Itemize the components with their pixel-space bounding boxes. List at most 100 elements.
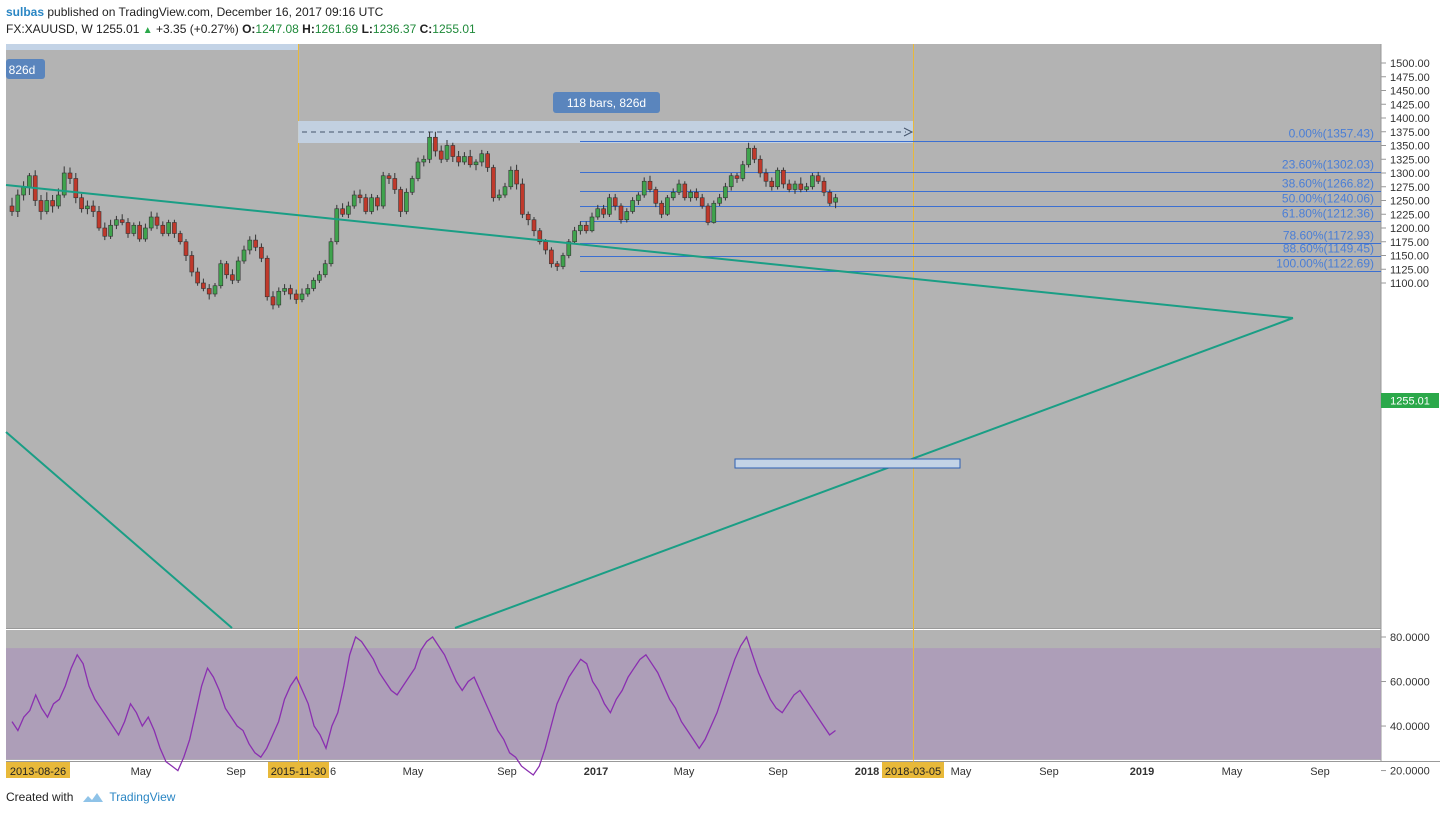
fib-level-label: 88.60%(1149.45) [1283, 242, 1374, 256]
candle-body [224, 263, 229, 276]
candle-body [264, 257, 270, 298]
publish-text: published on TradingView.com, December 1… [44, 5, 384, 19]
candle-body [746, 147, 751, 166]
candle-body [270, 296, 276, 306]
price-tick-label: 1275.00 [1390, 182, 1430, 194]
time-tick-label: Sep [768, 766, 788, 778]
candle-body [450, 145, 456, 157]
candle-body [734, 175, 740, 179]
high-value: 1261.69 [314, 22, 359, 36]
candle-body [96, 211, 102, 229]
candle-body [462, 156, 467, 163]
date-range-tool[interactable]: 118 bars, 826d 826d [6, 44, 914, 143]
candlestick-series[interactable] [9, 131, 838, 310]
candle-body [369, 197, 374, 212]
price-tick-label: 1475.00 [1390, 72, 1430, 84]
candle-body [409, 178, 415, 193]
candle-body [572, 230, 577, 243]
fibonacci-retracement[interactable]: 0.00%(1357.43) 23.60%(1302.03) 38.60%(1266… [580, 127, 1381, 272]
candle-body [119, 219, 125, 223]
candle-body [433, 136, 438, 152]
candle-body [630, 200, 635, 212]
date-range-label: 118 bars, 826d [567, 96, 646, 110]
trendlines[interactable] [5, 184, 1294, 629]
open-value: 1247.08 [255, 22, 299, 36]
arrow-right-icon [903, 127, 914, 137]
candle-body [131, 224, 137, 234]
ohlc-line: FX:XAUUSD, W 1255.01 ▲ +3.35 (+0.27%) O:… [6, 21, 476, 39]
candle-body [467, 156, 473, 166]
candle-body [166, 222, 171, 234]
price-tick-label: 1175.00 [1390, 237, 1429, 249]
support-zone-box[interactable] [734, 458, 961, 469]
candle-body [757, 158, 763, 174]
candle-body [44, 200, 50, 212]
created-with-text: Created with [6, 790, 74, 804]
candle-body [485, 153, 490, 168]
candle-body [404, 191, 409, 212]
candle-body [624, 211, 630, 221]
price-tick-label: 1375.00 [1390, 127, 1430, 139]
candle-body [641, 180, 647, 196]
candle-body [172, 222, 177, 234]
candle-body [38, 200, 44, 212]
candle-body [386, 175, 392, 179]
candle-body [636, 194, 641, 201]
tradingview-link[interactable]: TradingView [81, 790, 175, 804]
candle-body [137, 224, 142, 240]
candle-body [815, 175, 821, 182]
rsi-tick-label: 20.0000 [1390, 766, 1430, 778]
rsi-tick-label: 80.0000 [1390, 632, 1430, 644]
upper-trendline[interactable] [5, 184, 1294, 319]
price-tick-label: 1150.00 [1390, 251, 1429, 263]
last-price-label: 1255.01 [1390, 396, 1430, 408]
candle-body [143, 227, 148, 240]
time-axis[interactable]: May Sep 6 May Sep 2017 May Sep 2018 May Sep 2019 May… [6, 762, 1330, 778]
candle-body [328, 241, 334, 265]
prior-range-badge [6, 59, 45, 79]
left-trendline[interactable] [5, 431, 233, 629]
candle-body [293, 293, 299, 300]
fib-level-label: 0.00%(1357.43) [1289, 127, 1374, 141]
lower-trendline[interactable] [454, 317, 1294, 629]
candle-body [479, 153, 485, 163]
candle-body [21, 186, 26, 196]
candle-body [705, 205, 711, 223]
date-range-box [298, 121, 913, 143]
candle-body [473, 161, 479, 166]
candle-body [299, 293, 305, 300]
time-highlight-label: 2013-08-26 [10, 766, 66, 778]
candle-body [317, 274, 322, 281]
last-price-badge [1381, 393, 1439, 408]
publisher-username[interactable]: sulbas [6, 5, 45, 19]
candle-body [537, 230, 543, 243]
fib-level-label: 38.60%(1266.82) [1282, 177, 1374, 191]
candle-body [833, 197, 838, 203]
candle-body [108, 224, 113, 237]
candle-body [56, 194, 61, 207]
time-tick-label: May [951, 766, 972, 778]
candle-body [253, 239, 258, 248]
time-highlight-label: 2015-11-30 [271, 766, 326, 778]
price-tick-label: 1250.00 [1390, 196, 1430, 208]
time-highlight-badge [882, 762, 944, 778]
vertical-date-lines [298, 44, 914, 762]
time-tick-label: May [1222, 766, 1243, 778]
candle-body [810, 175, 815, 188]
candle-body [427, 136, 432, 160]
price-tick-label: 1200.00 [1390, 223, 1430, 235]
candle-body [676, 183, 682, 193]
candle-body [728, 175, 734, 188]
candle-body [67, 172, 73, 179]
candle-body [148, 216, 154, 229]
candle-body [711, 202, 717, 223]
candle-body [699, 197, 705, 207]
candle-body [682, 183, 688, 199]
candle-body [230, 274, 235, 281]
candle-body [85, 205, 90, 210]
candle-body [804, 186, 809, 190]
candle-body [305, 288, 311, 295]
candle-body [259, 246, 264, 259]
